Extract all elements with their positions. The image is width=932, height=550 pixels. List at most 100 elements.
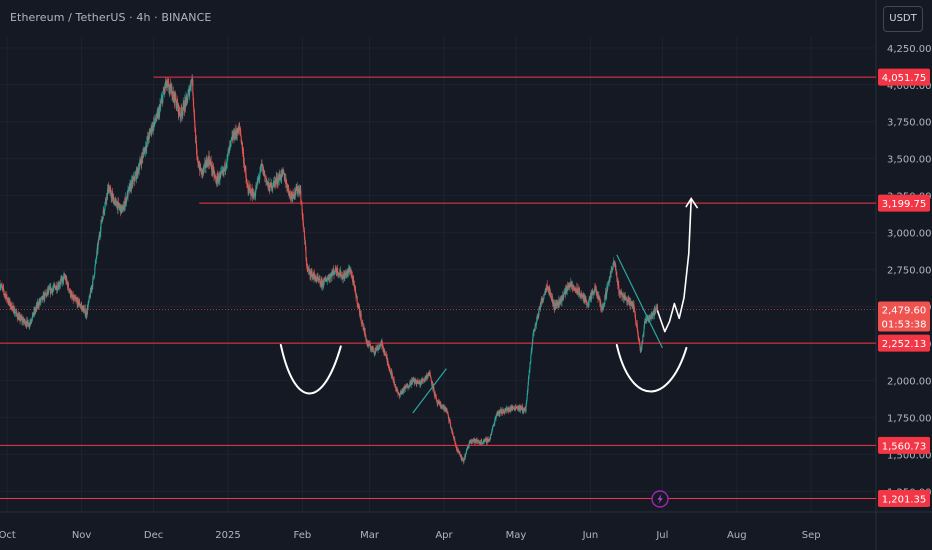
candle-body (371, 347, 373, 349)
candle-body (190, 80, 192, 88)
candle-body (536, 316, 538, 323)
candle-body (399, 394, 401, 397)
candle-body (393, 378, 395, 384)
candle-body (379, 345, 381, 346)
candle-body (470, 440, 472, 442)
candle-body (311, 270, 313, 278)
candle-body (450, 425, 452, 429)
candle-body (585, 296, 587, 299)
candle-body (326, 278, 328, 281)
projection-arrowhead (685, 197, 698, 209)
level-price-tag-label: 1,560.73 (882, 441, 927, 452)
candle-body (259, 172, 261, 176)
candle-body (546, 284, 548, 288)
candle-body (19, 315, 21, 321)
candle-body (512, 407, 514, 408)
candle-body (481, 440, 483, 442)
candle-body (125, 197, 127, 204)
candle-body (199, 164, 201, 170)
candle-body (95, 259, 97, 260)
candle-body (224, 163, 226, 170)
candle-body (303, 230, 305, 238)
event-marker[interactable] (651, 490, 669, 508)
candle-body (538, 306, 540, 311)
candle-body (353, 279, 355, 282)
candle-body (385, 354, 387, 359)
candle-body (139, 160, 141, 163)
candle-body (437, 401, 439, 405)
candle-body (444, 409, 446, 410)
level-price-tag-label: 4,051.75 (882, 73, 927, 84)
candle-body (51, 289, 53, 292)
candle-body (470, 441, 472, 443)
candle-body (631, 302, 633, 307)
candle-body (58, 283, 60, 287)
candle-body (148, 131, 150, 140)
candle-body (507, 409, 509, 411)
level-price-tag-label: 1,201.35 (882, 494, 927, 505)
candle-body (305, 258, 307, 262)
candle-body (529, 369, 531, 371)
time-tick-label: Nov (72, 530, 92, 541)
candle-body (75, 299, 77, 301)
candle-body (461, 457, 463, 459)
candle-body (257, 178, 259, 180)
level-price-tag-bg (878, 436, 930, 454)
candle-body (463, 458, 465, 460)
candle-body (579, 293, 581, 296)
candle-body (455, 445, 457, 448)
candle-body (166, 85, 168, 87)
candle-body (193, 107, 195, 111)
candle-body (53, 287, 55, 289)
candle-body (651, 315, 653, 317)
candle-body (114, 200, 116, 202)
candle-body (94, 267, 96, 274)
candle-body (196, 155, 198, 159)
candle-body (449, 422, 451, 426)
candle-body (132, 179, 134, 180)
candle-body (140, 162, 142, 163)
candle-body (618, 284, 620, 293)
candle-body (162, 95, 164, 103)
candle-body (424, 379, 426, 381)
candle-body (331, 271, 333, 278)
candle-body (520, 406, 522, 410)
candle-body (109, 188, 111, 190)
price-axis[interactable]: 1,250.001,500.001,750.002,000.002,250.00… (887, 44, 932, 498)
candle-body (97, 239, 99, 244)
candle-body (468, 445, 470, 447)
candle-body (226, 154, 228, 163)
candle-body (362, 322, 364, 324)
candle-body (650, 315, 652, 318)
candle-body (197, 164, 199, 166)
candle-body (621, 291, 623, 296)
time-axis[interactable]: Oct Nov Dec 2025 Feb Mar Apr May Jun Jul Aug Sep (0, 530, 821, 541)
candle-body (358, 305, 360, 308)
candle-body (457, 449, 459, 452)
candle-body (287, 186, 289, 189)
candle-body (387, 361, 389, 365)
candle-body (235, 129, 237, 134)
candle-body (280, 178, 282, 180)
candle-body (517, 408, 519, 410)
candle-body (204, 162, 206, 166)
candle-body (448, 418, 450, 422)
candle-body (227, 154, 229, 156)
candle-body (337, 268, 339, 275)
candle-body (549, 287, 551, 294)
candle-body (521, 409, 523, 410)
time-tick-label: Jun (582, 530, 599, 541)
currency-button[interactable]: USDT (883, 6, 923, 32)
candle-body (572, 285, 574, 289)
candle-body (41, 297, 43, 298)
candle-body (340, 276, 342, 277)
candle-body (301, 210, 303, 219)
price-tick-label: 3,500.00 (887, 155, 932, 166)
candle-body (426, 375, 428, 379)
candle-body (301, 201, 303, 203)
candle-body (487, 440, 489, 443)
candle-body (626, 299, 628, 303)
candle-body (643, 323, 645, 328)
candle-body (307, 268, 309, 271)
